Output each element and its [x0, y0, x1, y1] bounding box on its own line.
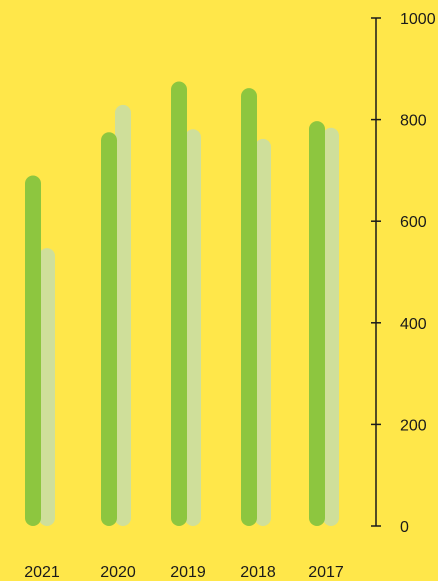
bar-series-2-2019	[185, 129, 201, 526]
y-tick-label-1000: 1000	[400, 11, 436, 28]
bar-series-2-2018	[255, 138, 271, 527]
bar-series-2-2020	[115, 104, 131, 527]
y-tick-label-0: 0	[400, 519, 409, 536]
y-tick-label-400: 400	[400, 316, 427, 333]
bar-series-2-2017	[323, 127, 339, 526]
bar-series-2-2021	[39, 248, 55, 526]
y-tick-label-800: 800	[400, 113, 427, 130]
x-category-label-2018: 2018	[240, 564, 276, 581]
y-tick-label-200: 200	[400, 417, 427, 434]
bar-series-1-2017	[309, 121, 325, 526]
bar-series-1-2021	[25, 175, 41, 527]
x-category-label-2017: 2017	[308, 564, 344, 581]
y-tick-label-600: 600	[400, 214, 427, 231]
x-axis-labels: 2021 2020 2019 2018 2017	[24, 564, 344, 581]
bar-series-1-2019	[171, 81, 187, 526]
x-category-label-2019: 2019	[170, 564, 206, 581]
bar-series-1-2020	[101, 132, 117, 527]
bar-series-1-2018	[241, 88, 257, 526]
y-axis-ticks: 0 200 400 600 800 1000	[371, 11, 436, 536]
bars-group	[25, 81, 339, 527]
x-category-label-2021: 2021	[24, 564, 60, 581]
x-category-label-2020: 2020	[100, 564, 136, 581]
